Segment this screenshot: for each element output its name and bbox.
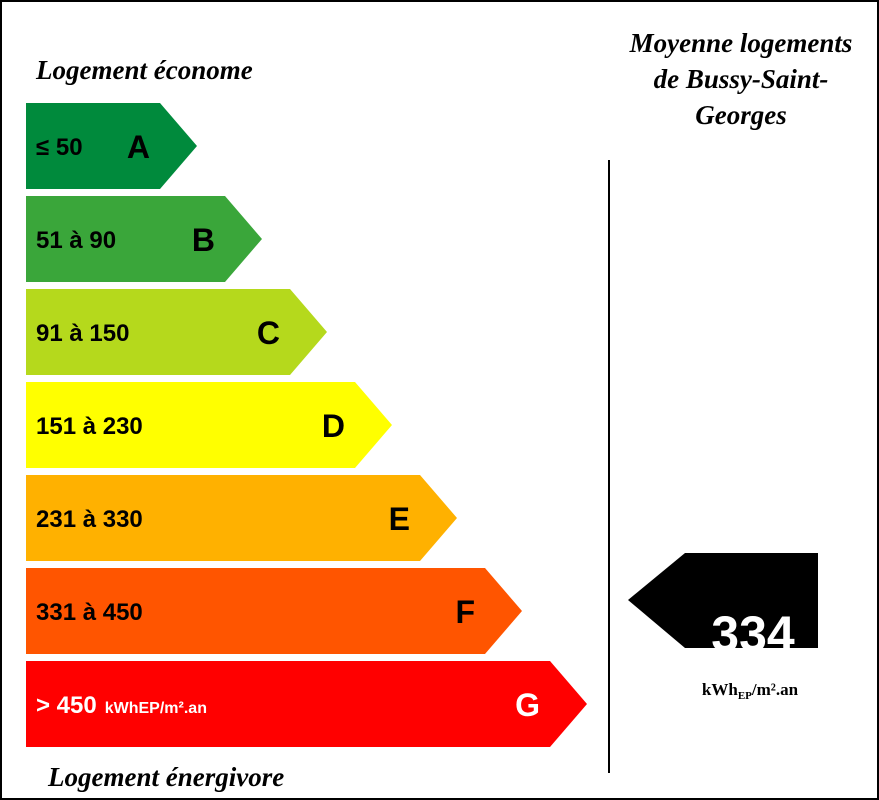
class-letter: D — [322, 408, 345, 444]
right-title-line: de Bussy-Saint- — [654, 64, 829, 94]
range: 151 à 230 — [36, 413, 143, 440]
unit-sub: EP — [738, 690, 752, 702]
footer-title: Logement énergivore — [47, 762, 284, 792]
range: > 450 — [36, 692, 97, 719]
class-letter: E — [389, 501, 410, 537]
average-unit: kWhEP/m².an — [702, 680, 799, 702]
class-bar — [26, 289, 327, 375]
right-title-line: Moyenne logements — [629, 28, 853, 58]
class-bar — [26, 196, 262, 282]
class-bar — [26, 103, 197, 189]
class-range: 91 à 150 — [36, 320, 129, 347]
class-bar — [26, 661, 587, 747]
right-title-line: Georges — [695, 100, 786, 130]
average-arrow — [628, 553, 818, 648]
average-value: 334 — [711, 606, 795, 662]
unit: kWh — [702, 680, 738, 699]
class-range: ≤ 50 — [36, 134, 83, 161]
class-letter: F — [455, 594, 475, 630]
range-unit: kWhEP/m².an — [105, 700, 207, 717]
class-range: 151 à 230 — [36, 413, 143, 440]
class-letter: G — [515, 687, 540, 723]
class-bar — [26, 382, 392, 468]
range: ≤ 50 — [36, 134, 83, 161]
class-bar — [26, 475, 457, 561]
range: 331 à 450 — [36, 599, 143, 626]
class-range: 331 à 450 — [36, 599, 143, 626]
range: 91 à 150 — [36, 320, 129, 347]
left-title: Logement économe — [35, 55, 253, 85]
range: 231 à 330 — [36, 506, 143, 533]
class-letter: A — [127, 129, 150, 165]
class-range: 51 à 90 — [36, 227, 116, 254]
range: 51 à 90 — [36, 227, 116, 254]
class-letter: C — [257, 315, 280, 351]
class-bars: ≤ 50 A 51 à 90 B 91 à 150 C 151 à 230 D 231 à 33… — [26, 103, 587, 747]
class-range: 231 à 330 — [36, 506, 143, 533]
unit-rest: /m².an — [751, 680, 799, 699]
class-bar — [26, 568, 522, 654]
class-range: > 450 kWhEP/m².an — [36, 692, 207, 719]
class-letter: B — [192, 222, 215, 258]
